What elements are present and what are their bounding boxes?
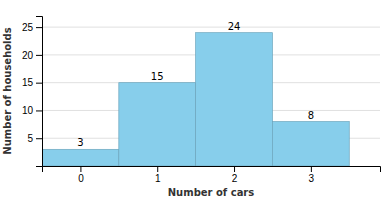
x-tick: 1 bbox=[155, 166, 161, 184]
x-tick-label: 2 bbox=[232, 173, 238, 184]
y-tick-mark bbox=[36, 27, 42, 28]
x-tick-mark bbox=[80, 166, 81, 172]
y-tick: 15 bbox=[22, 77, 42, 88]
x-tick: 3 bbox=[309, 166, 315, 184]
y-tick-label: 5 bbox=[27, 133, 33, 144]
y-tick-mark bbox=[36, 83, 42, 84]
data-label: 24 bbox=[228, 21, 241, 32]
y-tick: 10 bbox=[22, 105, 42, 116]
plot: 0 1 2 3 5 10 15 20 25 3 15 24 8 bbox=[22, 17, 381, 185]
x-tick: 2 bbox=[232, 166, 238, 184]
y-tick-label: 10 bbox=[22, 105, 34, 116]
y-tick-label: 20 bbox=[22, 50, 34, 61]
y-tick-mark bbox=[36, 55, 42, 56]
data-labels: 3 15 24 8 bbox=[77, 21, 314, 149]
x-tick: 0 bbox=[78, 166, 84, 184]
bar bbox=[119, 83, 196, 166]
x-tick-mark bbox=[234, 166, 235, 172]
chart: 0 1 2 3 5 10 15 20 25 3 15 24 8 Number of cars Number … bbox=[0, 0, 392, 200]
x-tick-label: 0 bbox=[78, 173, 84, 184]
x-axis-line bbox=[43, 167, 381, 173]
y-axis-title: Number of households bbox=[2, 27, 13, 154]
bar bbox=[42, 149, 119, 166]
y-tick-mark bbox=[36, 110, 42, 111]
grid-line bbox=[42, 27, 380, 28]
bar bbox=[196, 33, 273, 166]
y-tick: 20 bbox=[22, 50, 42, 61]
y-axis-line bbox=[36, 17, 43, 167]
data-label: 3 bbox=[77, 137, 83, 148]
x-tick-label: 1 bbox=[155, 173, 161, 184]
x-tick-mark bbox=[311, 166, 312, 172]
data-label: 8 bbox=[308, 110, 314, 121]
y-axis: 5 10 15 20 25 bbox=[22, 17, 43, 167]
y-tick-label: 15 bbox=[22, 77, 34, 88]
x-tick-mark bbox=[157, 166, 158, 172]
x-axis: 0 1 2 3 bbox=[43, 166, 381, 184]
y-tick: 5 bbox=[27, 133, 42, 144]
x-tick-label: 3 bbox=[309, 173, 315, 184]
bar bbox=[272, 122, 349, 166]
bars bbox=[42, 33, 349, 166]
y-tick-label: 25 bbox=[22, 22, 34, 33]
y-tick: 25 bbox=[22, 22, 42, 33]
data-label: 15 bbox=[151, 71, 164, 82]
x-axis-title: Number of cars bbox=[168, 187, 255, 198]
y-tick-mark bbox=[36, 138, 42, 139]
